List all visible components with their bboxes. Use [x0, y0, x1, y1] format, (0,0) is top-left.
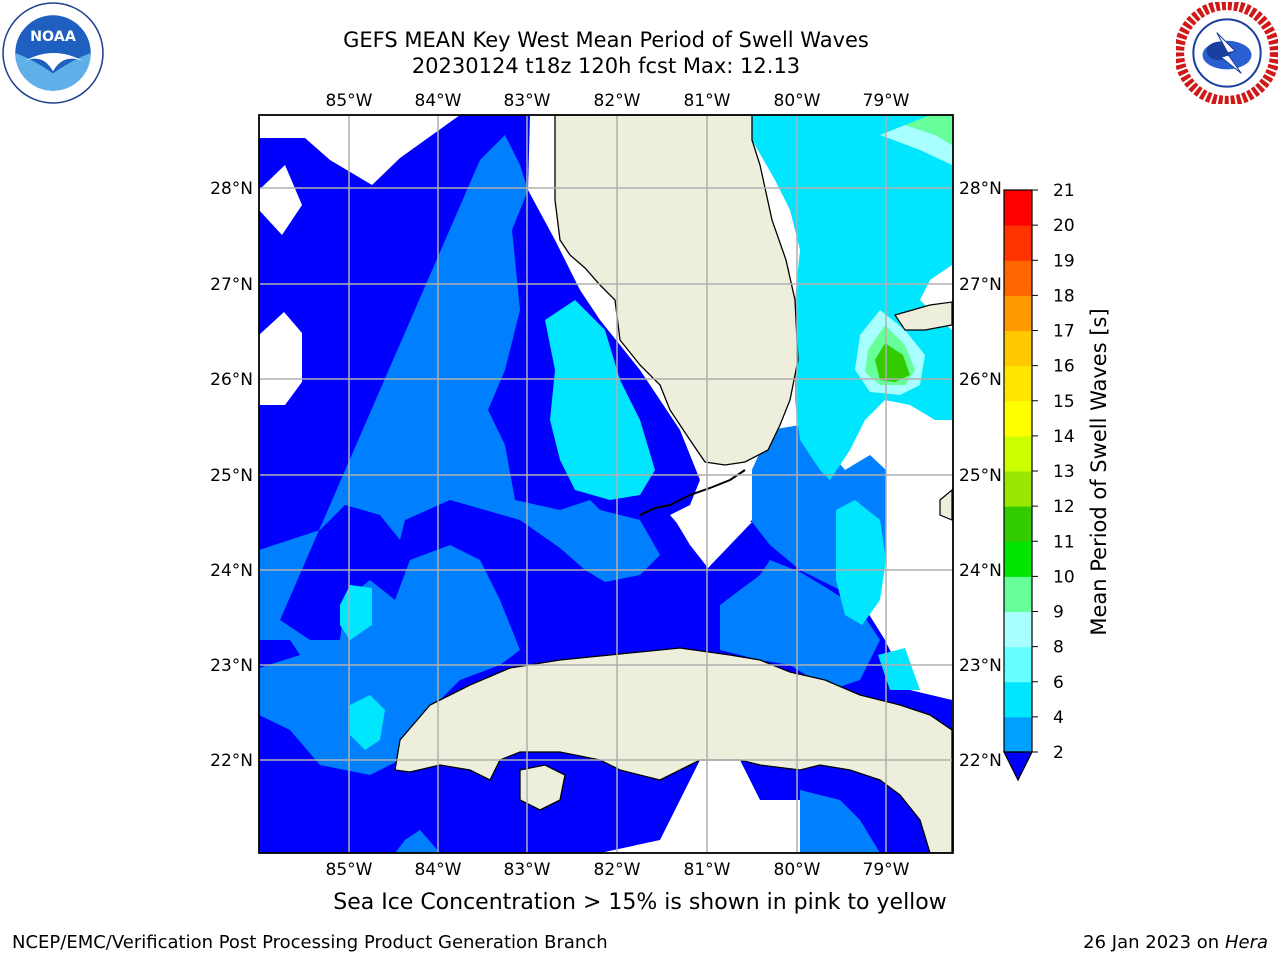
colorbar-segment	[1004, 681, 1032, 718]
colorbar-tick-label: 9	[1053, 603, 1064, 623]
colorbar-segment	[1004, 541, 1032, 577]
svg-text:NOAA: NOAA	[30, 29, 76, 45]
lon-label: 85°W	[326, 91, 373, 111]
colorbar-segment	[1004, 576, 1032, 612]
lat-label: 23°N	[959, 656, 1002, 676]
colorbar-tick-label: 11	[1053, 532, 1075, 552]
colorbar-tick-label: 14	[1053, 427, 1075, 447]
colorbar-tick-label: 20	[1053, 216, 1075, 236]
lon-label: 80°W	[774, 91, 821, 111]
colorbar-segment	[1004, 225, 1032, 261]
noaa-logo: NOAA	[2, 2, 104, 104]
map-area	[259, 115, 953, 853]
colorbar-tick-label: 19	[1053, 251, 1075, 271]
lat-label: 24°N	[959, 561, 1002, 581]
lat-labels-right: 28°N 27°N 26°N 25°N 24°N 23°N 22°N	[959, 179, 1002, 771]
colorbar-extension	[1003, 751, 1033, 782]
colorbar-tick-label: 10	[1053, 567, 1075, 587]
colorbar-tick-label: 21	[1053, 181, 1075, 201]
colorbar-tick-label: 16	[1053, 357, 1075, 377]
colorbar-segment	[1004, 471, 1032, 507]
lat-label: 26°N	[959, 370, 1002, 390]
footer-date-text: 26 Jan 2023 on	[1083, 932, 1220, 953]
colorbar-tick-label: 6	[1053, 673, 1064, 693]
colorbar-tick-label: 15	[1053, 392, 1075, 412]
colorbar-segment	[1004, 400, 1032, 437]
colorbar-segment	[1004, 611, 1032, 648]
chart-subtitle: 20230124 t18z 120h fcst Max: 12.13	[411, 54, 801, 78]
colorbar-tick-label: 2	[1053, 743, 1064, 763]
colorbar-tick-label: 17	[1053, 322, 1075, 342]
colorbar-segment	[1004, 716, 1032, 753]
chart-title: GEFS MEAN Key West Mean Period of Swell …	[343, 28, 869, 52]
colorbar-segment	[1004, 646, 1032, 683]
lon-labels-bottom: 85°W 84°W 83°W 82°W 81°W 80°W 79°W	[326, 860, 910, 880]
lon-label: 84°W	[415, 91, 462, 111]
lat-label: 27°N	[959, 275, 1002, 295]
lat-label: 27°N	[210, 275, 253, 295]
nws-logo	[1176, 2, 1278, 104]
lat-label: 25°N	[210, 466, 253, 486]
lon-label: 80°W	[774, 860, 821, 880]
graticule	[259, 115, 953, 853]
footer-date: 26 Jan 2023 on Hera	[1083, 932, 1268, 953]
footer-credit: NCEP/EMC/Verification Post Processing Pr…	[12, 932, 608, 953]
colorbar-segment	[1004, 365, 1032, 402]
lon-label: 85°W	[326, 860, 373, 880]
lat-label: 22°N	[210, 751, 253, 771]
lat-labels-left: 28°N 27°N 26°N 25°N 24°N 23°N 22°N	[210, 179, 253, 771]
lon-label: 79°W	[863, 860, 910, 880]
lon-label: 81°W	[684, 91, 731, 111]
lon-label: 84°W	[415, 860, 462, 880]
colorbar-segment	[1004, 506, 1032, 542]
lon-label: 79°W	[863, 91, 910, 111]
lat-label: 23°N	[210, 656, 253, 676]
colorbar-segment	[1004, 295, 1032, 331]
colorbar-tick-label: 18	[1053, 286, 1075, 306]
sea-ice-note: Sea Ice Concentration > 15% is shown in …	[333, 890, 947, 915]
florida-land	[554, 115, 799, 466]
lon-label: 83°W	[504, 860, 551, 880]
colorbar-segment	[1004, 190, 1032, 226]
colorbar-tick-label: 4	[1053, 708, 1064, 728]
colorbar-tick-label: 13	[1053, 462, 1075, 482]
colorbar: 2 4 6 8 9 10 11 12 13 14 15 16 17 18 19 20 21	[1003, 181, 1075, 782]
colorbar-tick-label: 8	[1053, 638, 1064, 658]
lat-label: 25°N	[959, 466, 1002, 486]
colorbar-tick-label: 12	[1053, 497, 1075, 517]
colorbar-segment	[1004, 435, 1032, 472]
lon-label: 81°W	[684, 860, 731, 880]
colorbar-title: Mean Period of Swell Waves [s]	[1087, 308, 1111, 635]
lat-label: 24°N	[210, 561, 253, 581]
colorbar-segment	[1004, 260, 1032, 296]
lat-label: 26°N	[210, 370, 253, 390]
lon-label: 83°W	[504, 91, 551, 111]
lon-labels-top: 85°W 84°W 83°W 82°W 81°W 80°W 79°W	[326, 91, 910, 111]
lat-label: 28°N	[210, 179, 253, 199]
lon-label: 82°W	[594, 860, 641, 880]
footer-host: Hera	[1224, 932, 1268, 953]
lat-label: 22°N	[959, 751, 1002, 771]
swell-period-6-8s	[545, 300, 655, 500]
cuba-land	[394, 647, 953, 853]
lat-label: 28°N	[959, 179, 1002, 199]
colorbar-segment	[1004, 330, 1032, 367]
lon-label: 82°W	[594, 91, 641, 111]
